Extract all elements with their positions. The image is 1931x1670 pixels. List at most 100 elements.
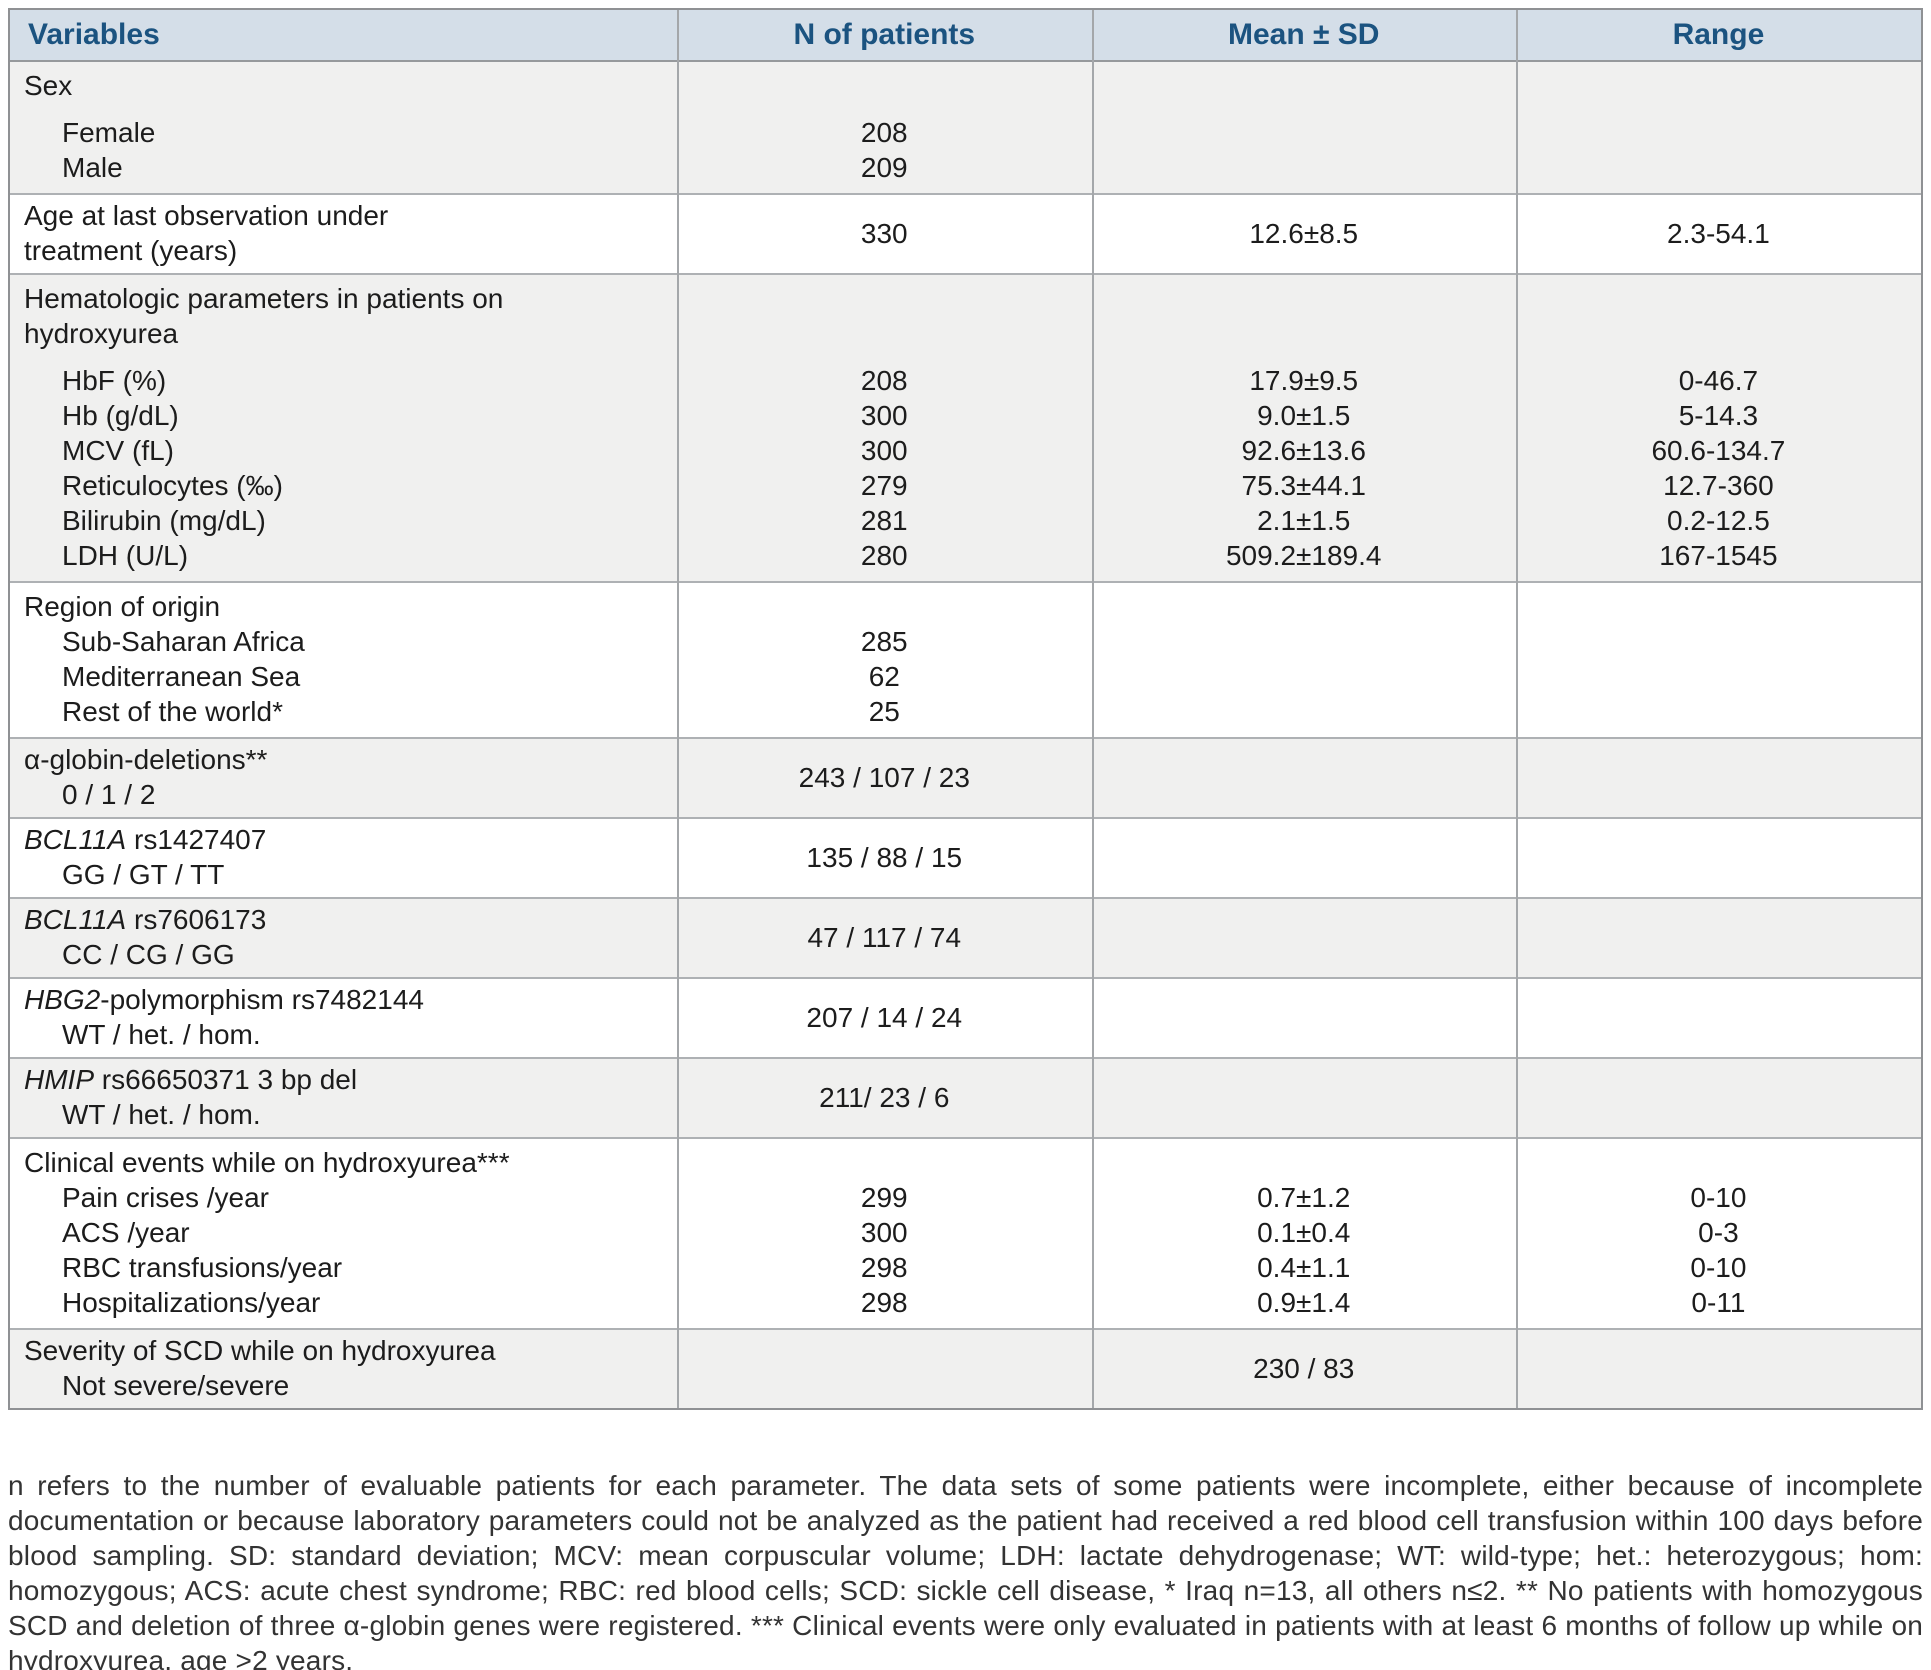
group-subtitle: GG / GT / TT	[62, 859, 225, 890]
group-title-text: -polymorphism rs7482144	[100, 984, 424, 1015]
cell-label: Mediterranean Sea	[62, 661, 301, 692]
patient-characteristics-table: Variables N of patients Mean ± SD Range …	[8, 8, 1923, 1410]
group-title: HBG2-polymorphism rs7482144	[10, 982, 677, 1017]
group-title: Region of origin	[24, 591, 221, 622]
cell-mean	[1092, 742, 1516, 812]
table-row: MCV (fL) 300 92.6±13.6 60.6-134.7	[10, 433, 1921, 468]
cell-n: 243 / 107 / 23	[798, 761, 970, 793]
table-row: RBC transfusions/year 298 0.4±1.1 0-10	[10, 1250, 1921, 1285]
cell-mean: 509.2±189.4	[1225, 540, 1382, 571]
cell-mean: 0.4±1.1	[1257, 1252, 1351, 1283]
group-title-row: Clinical events while on hydroxyurea***	[10, 1145, 1921, 1180]
cell-mean: 0.7±1.2	[1257, 1182, 1351, 1213]
table-row: Rest of the world* 25	[10, 694, 1921, 729]
group-title-row: Sex	[10, 68, 1921, 103]
cell-label: MCV (fL)	[62, 435, 174, 466]
group-subtitle: WT / het. / hom.	[62, 1019, 261, 1050]
col-header-range: Range	[1672, 18, 1765, 51]
table-group: HBG2-polymorphism rs7482144 WT / het. / h…	[10, 977, 1921, 1057]
cell-n: 280	[860, 540, 908, 571]
footnote-text: n refers to the number of evaluable pati…	[8, 1470, 1923, 1670]
cell-range: 0-10	[1690, 1252, 1747, 1283]
cell-n: 300	[860, 435, 908, 466]
cell-mean	[1092, 659, 1516, 694]
cell-label: Female	[62, 117, 156, 148]
cell-mean: 230 / 83	[1253, 1352, 1355, 1384]
cell-range	[1516, 902, 1921, 972]
group-label-cell: Severity of SCD while on hydroxyurea Not …	[10, 1333, 677, 1403]
cell-mean	[1092, 1062, 1516, 1132]
group-label-cell: BCL11A rs7606173 CC / CG / GG	[10, 902, 677, 972]
cell-range	[1516, 982, 1921, 1052]
table-row: Pain crises /year 299 0.7±1.2 0-10	[10, 1180, 1921, 1215]
table-group: Age at last observation under treatment (…	[10, 193, 1921, 273]
cell-n: 208	[860, 117, 908, 148]
group-title-row: Region of origin	[10, 589, 1921, 624]
group-label-cell: α-globin-deletions** 0 / 1 / 2	[10, 742, 677, 812]
cell-range	[1516, 115, 1921, 150]
cell-label: Male	[62, 152, 123, 183]
group-title: HMIP rs66650371 3 bp del	[10, 1062, 677, 1097]
group-label-cell: HBG2-polymorphism rs7482144 WT / het. / h…	[10, 982, 677, 1052]
table-group: Severity of SCD while on hydroxyurea Not …	[10, 1328, 1921, 1408]
cell-mean	[1092, 624, 1516, 659]
cell-n: 281	[860, 505, 908, 536]
cell-range: 0-3	[1698, 1217, 1739, 1248]
cell-range: 0-46.7	[1678, 365, 1759, 396]
cell-range: 5-14.3	[1678, 400, 1759, 431]
cell-mean: 2.1±1.5	[1257, 505, 1351, 536]
cell-n: 279	[860, 470, 908, 501]
table-row: Hospitalizations/year 298 0.9±1.4 0-11	[10, 1285, 1921, 1320]
group-title: α-globin-deletions**	[24, 744, 268, 775]
cell-range: 2.3-54.1	[1667, 217, 1770, 249]
cell-range: 167-1545	[1659, 540, 1778, 571]
table-row: LDH (U/L) 280 509.2±189.4 167-1545	[10, 538, 1921, 573]
group-label-cell: BCL11A rs1427407 GG / GT / TT	[10, 822, 677, 892]
table-group: BCL11A rs7606173 CC / CG / GG 47 / 117 / 7…	[10, 897, 1921, 977]
cell-mean: 17.9±9.5	[1249, 365, 1359, 396]
gene-name: HBG2	[24, 984, 101, 1015]
cell-n: 209	[860, 152, 908, 183]
group-title-text: rs1427407	[126, 824, 267, 855]
cell-range: 0-10	[1690, 1182, 1747, 1213]
spacer	[10, 351, 1921, 363]
cell-label: HbF (%)	[62, 365, 167, 396]
group-title: Sex	[24, 70, 73, 101]
cell-mean	[1092, 822, 1516, 892]
group-subtitle: CC / CG / GG	[62, 939, 235, 970]
table-row: Female 208	[10, 115, 1921, 150]
cell-label: Pain crises /year	[62, 1182, 269, 1213]
cell-mean: 0.1±0.4	[1257, 1217, 1351, 1248]
col-header-n-of-patients: N of patients	[793, 18, 976, 51]
table-group: HMIP rs66650371 3 bp del WT / het. / hom.…	[10, 1057, 1921, 1137]
cell-range	[1516, 659, 1921, 694]
group-title-row: Hematologic parameters in patients on hyd…	[10, 281, 1921, 351]
cell-n: 25	[868, 696, 900, 727]
gene-name: BCL11A	[24, 904, 127, 935]
cell-range	[1516, 150, 1921, 185]
cell-label: Bilirubin (mg/dL)	[62, 505, 266, 536]
table-row: HbF (%) 208 17.9±9.5 0-46.7	[10, 363, 1921, 398]
cell-label: RBC transfusions/year	[62, 1252, 343, 1283]
cell-range	[1516, 1333, 1921, 1403]
group-label-cell: HMIP rs66650371 3 bp del WT / het. / hom.	[10, 1062, 677, 1132]
col-header-variables: Variables	[28, 18, 160, 51]
cell-n: 135 / 88 / 15	[806, 841, 963, 873]
cell-range	[1516, 822, 1921, 892]
cell-range: 0-11	[1691, 1287, 1746, 1318]
cell-n: 298	[860, 1287, 908, 1318]
cell-label: Reticulocytes (‰)	[62, 470, 283, 501]
cell-n: 62	[868, 661, 900, 692]
cell-n: 208	[860, 365, 908, 396]
table-row: Mediterranean Sea 62	[10, 659, 1921, 694]
cell-label: ACS /year	[62, 1217, 190, 1248]
group-subtitle: 0 / 1 / 2	[62, 779, 156, 810]
cell-range: 0.2-12.5	[1667, 505, 1770, 536]
cell-mean	[1092, 694, 1516, 729]
cell-n: 211/ 23 / 6	[819, 1081, 950, 1113]
cell-mean: 92.6±13.6	[1241, 435, 1366, 466]
table-group: Region of origin Sub-Saharan Africa 285 Med…	[10, 581, 1921, 737]
cell-mean	[1092, 115, 1516, 150]
cell-n: 285	[860, 626, 908, 657]
